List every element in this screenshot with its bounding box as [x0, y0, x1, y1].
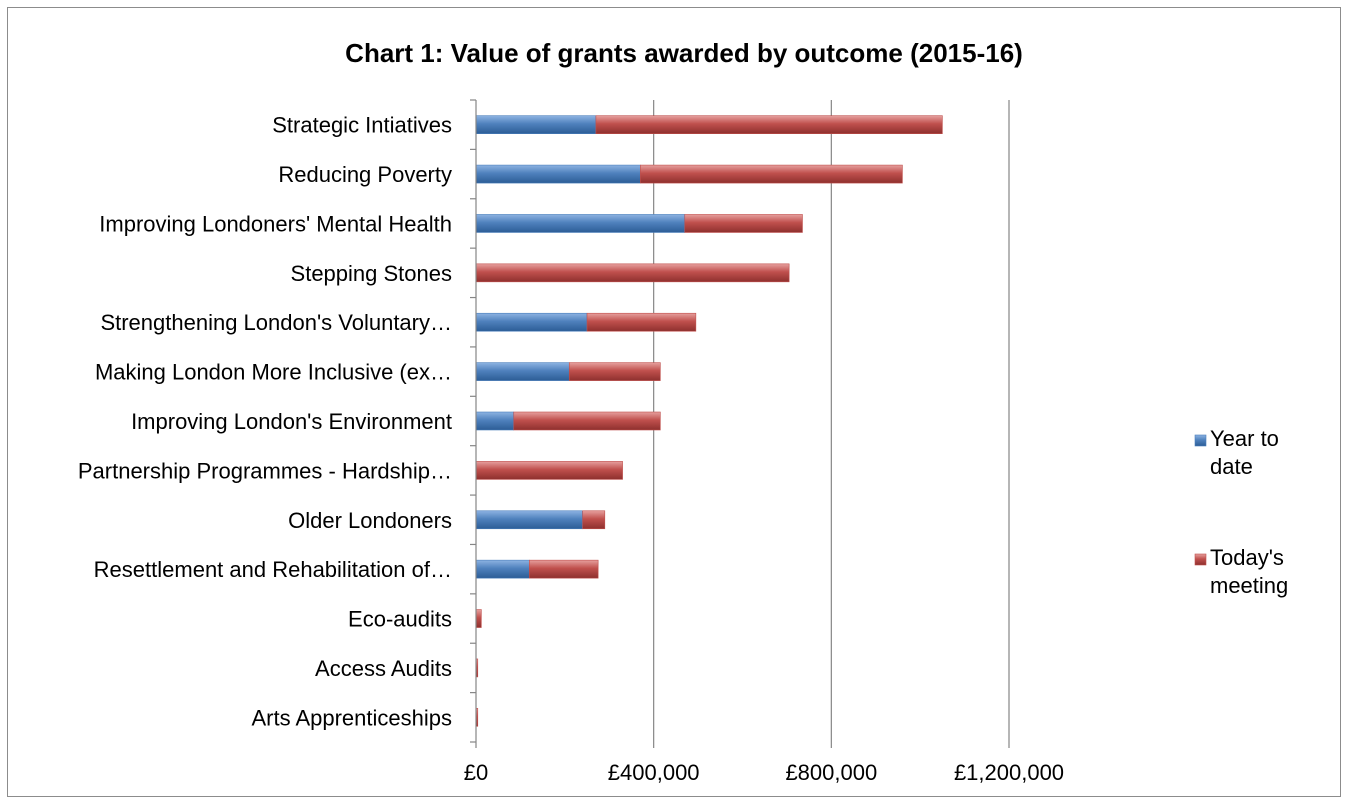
category-label: Resettlement and Rehabilitation of… — [94, 557, 452, 582]
bar-year-to-date — [475, 411, 515, 431]
bar-todays-meeting — [513, 411, 661, 431]
category-label: Improving Londoners' Mental Health — [99, 211, 452, 236]
bar-year-to-date — [475, 312, 588, 332]
bar-todays-meeting — [528, 559, 599, 579]
bar-year-to-date — [475, 214, 686, 233]
bar-year-to-date — [475, 510, 583, 530]
legend: Year to date Today's meeting — [1194, 426, 1288, 598]
legend-swatch — [1194, 553, 1207, 566]
x-tick-label: £0 — [464, 760, 488, 785]
bar-todays-meeting — [475, 609, 482, 628]
bar-todays-meeting — [684, 214, 803, 233]
legend-swatch — [1194, 434, 1207, 447]
bars-layer — [475, 115, 943, 727]
bar-todays-meeting — [586, 312, 697, 332]
category-label: Making London More Inclusive (ex… — [95, 360, 452, 385]
bar-todays-meeting — [595, 115, 943, 134]
axis-layer — [470, 99, 1010, 748]
x-tick-label: £1,200,000 — [954, 760, 1064, 785]
legend-label: Today's meeting — [1210, 545, 1288, 598]
category-label: Older Londoners — [288, 508, 452, 533]
category-label: Stepping Stones — [291, 261, 452, 286]
category-label: Partnership Programmes - Hardship… — [78, 458, 452, 483]
bar-todays-meeting — [568, 362, 661, 381]
category-label: Arts Apprenticeships — [251, 705, 452, 730]
bar-year-to-date — [475, 164, 641, 184]
x-tick-label: £800,000 — [785, 760, 877, 785]
category-label: Strengthening London's Voluntary… — [100, 310, 452, 335]
chart-title: Chart 1: Value of grants awarded by outc… — [345, 38, 1023, 68]
bar-todays-meeting — [640, 164, 903, 184]
category-label: Improving London's Environment — [131, 409, 452, 434]
bar-year-to-date — [475, 559, 530, 579]
labels-layer: £0 £400,000 £800,000 £1,200,000 Strategic In… — [78, 113, 1064, 785]
category-label: Reducing Poverty — [278, 162, 452, 187]
bar-year-to-date — [475, 362, 570, 381]
chart-frame — [7, 7, 1341, 797]
x-tick-label: £400,000 — [608, 760, 700, 785]
legend-label: Year to date — [1210, 426, 1279, 479]
bar-todays-meeting — [475, 461, 623, 480]
bar-todays-meeting — [582, 510, 606, 530]
category-label: Strategic Intiatives — [272, 113, 452, 138]
category-label: Eco-audits — [348, 607, 452, 632]
bar-year-to-date — [475, 115, 597, 134]
grid-layer — [653, 100, 1010, 742]
bar-todays-meeting — [475, 263, 790, 283]
category-label: Access Audits — [315, 656, 452, 681]
